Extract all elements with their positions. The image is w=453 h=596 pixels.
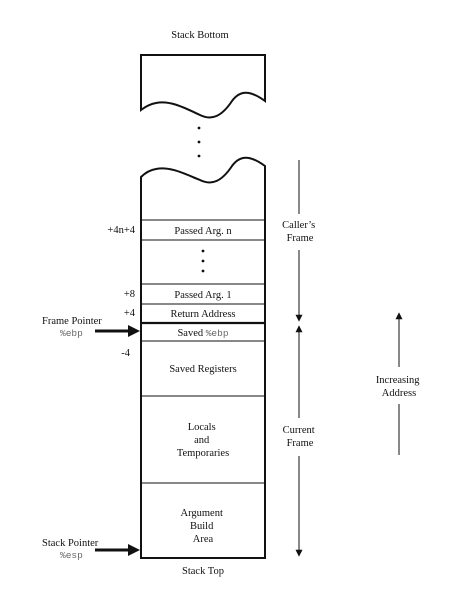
stack-top-label: Stack Top (182, 566, 224, 577)
stack-pointer-label: Stack Pointer (42, 538, 99, 549)
stack-pointer-register: %esp (60, 550, 83, 561)
cell-passed-arg-n: Passed Arg. n (174, 226, 232, 237)
frame-pointer-label: Frame Pointer (42, 316, 102, 327)
cell-return-address: Return Address (170, 309, 235, 320)
offset-arg-1: +8 (124, 289, 135, 300)
cell-argument-build-area: Argument Build Area (180, 508, 225, 545)
gap-ellipsis (197, 126, 201, 158)
stack-pointer-arrow (95, 544, 140, 556)
stack-bottom-label: Stack Bottom (171, 30, 228, 41)
stack-bottom-torn-block (140, 54, 266, 119)
stack-column (140, 156, 266, 559)
current-frame-label: Current Frame (283, 425, 318, 449)
increasing-address-label: Increasing Address (376, 375, 422, 399)
callers-frame-label: Caller’s Frame (282, 220, 318, 244)
frame-pointer-arrow (95, 325, 140, 337)
cell-locals-and-temporaries: Locals and Temporaries (177, 422, 229, 459)
args-ellipsis (201, 249, 205, 273)
offset-return-address: +4 (124, 308, 136, 319)
offset-arg-n: +4n+4 (107, 225, 135, 236)
frame-pointer-register: %ebp (60, 328, 83, 339)
offset-saved-registers: -4 (121, 348, 130, 359)
cell-passed-arg-1: Passed Arg. 1 (174, 290, 231, 301)
cell-saved-ebp: Saved %ebp (177, 328, 228, 339)
cell-saved-registers: Saved Registers (169, 364, 236, 375)
cell-dividers (141, 219, 265, 484)
